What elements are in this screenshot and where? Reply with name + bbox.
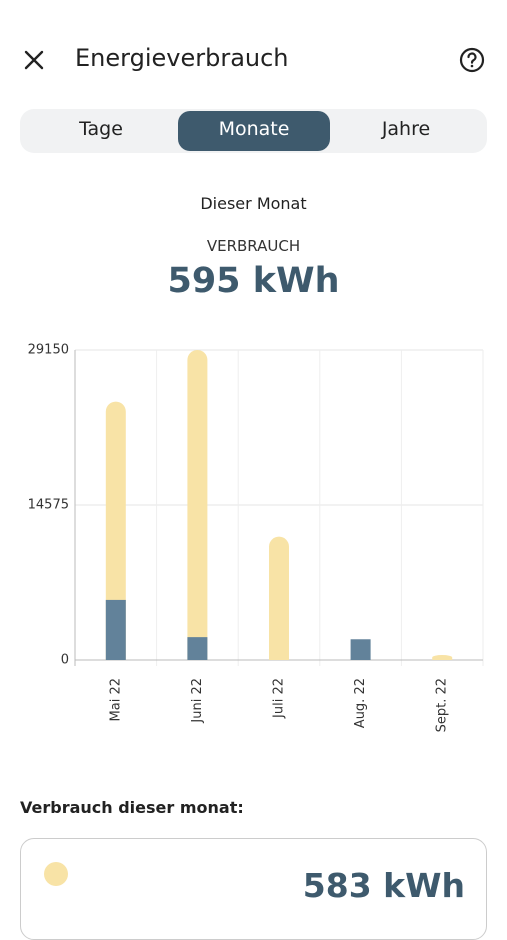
period-label: Dieser Monat (200, 194, 307, 213)
legend-dot (44, 862, 68, 886)
section-title: Verbrauch dieser monat: (20, 798, 244, 817)
summary-value: 595 kWh (167, 261, 340, 301)
y-tick-label: 29150 (28, 343, 69, 358)
tab-active[interactable]: Monate (218, 118, 290, 140)
chart: 0 14575 29150 Mai 22 Juni 22 Juli 22 Aug. 22 Se… (28, 343, 484, 732)
close-icon[interactable] (22, 48, 48, 74)
bar (350, 639, 371, 660)
bar (187, 350, 208, 660)
x-tick-label: Juli 22 (272, 678, 287, 719)
active-tab-pill (178, 111, 330, 151)
x-tick-label: Aug. 22 (353, 678, 368, 728)
bar (269, 536, 289, 660)
bar (105, 599, 126, 660)
x-tick-label: Juni 22 (190, 678, 205, 724)
bar (105, 401, 126, 660)
x-tick-label: Sept. 22 (435, 678, 450, 732)
bar (432, 655, 453, 660)
card-value: 583 kWh (302, 866, 465, 905)
y-tick-label: 14575 (28, 498, 69, 513)
tab[interactable]: Tage (79, 118, 123, 140)
help-icon[interactable] (458, 46, 486, 74)
summary-label: VERBRAUCH (206, 237, 301, 255)
bar (187, 637, 208, 660)
header-title: Energieverbrauch (75, 44, 289, 72)
y-tick-label: 0 (61, 653, 69, 668)
page: Energieverbrauch Tage Monate Jahre Diese… (20, 44, 487, 940)
tab[interactable]: Jahre (381, 118, 431, 140)
x-tick-label: Mai 22 (108, 678, 123, 721)
